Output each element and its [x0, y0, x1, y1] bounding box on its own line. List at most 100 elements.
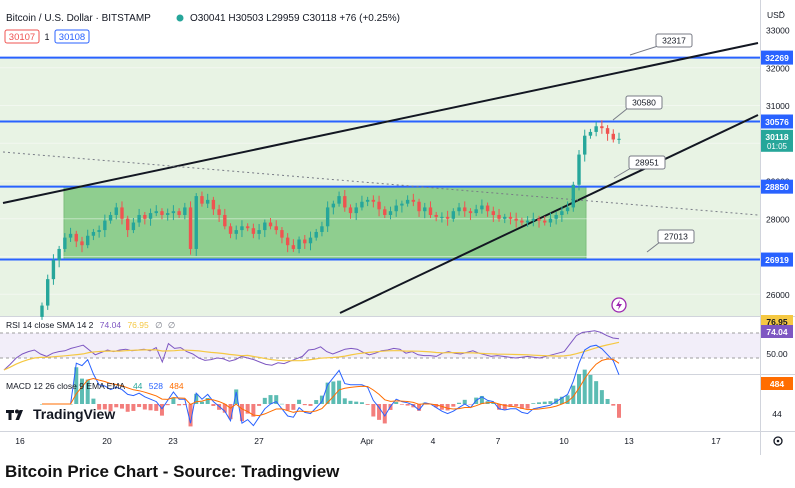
- macd-histogram-bar: [508, 404, 513, 407]
- candle-body: [611, 133, 615, 140]
- candle-body: [497, 214, 501, 219]
- macd-histogram-bar: [159, 404, 164, 416]
- time-tick-13: 13: [624, 436, 634, 446]
- callout-box-28951: [628, 155, 666, 170]
- candle-body: [114, 207, 118, 215]
- lower-trendline[interactable]: [339, 114, 759, 314]
- candle-body: [80, 241, 84, 246]
- level-tag-text-26919: 26919: [765, 255, 789, 265]
- lightning-icon[interactable]: [611, 297, 627, 313]
- candle-body: [217, 209, 221, 215]
- macd-histogram-bar: [342, 398, 347, 404]
- macd-histogram-bar: [588, 374, 593, 404]
- candle-body: [125, 218, 130, 231]
- macd-lines: [40, 344, 621, 427]
- macd-histogram-bar: [85, 379, 90, 404]
- candle-body: [68, 233, 73, 238]
- candle-body: [445, 216, 450, 219]
- candle-body: [588, 131, 593, 136]
- rsi-tag-text-76.95: 76.95: [766, 317, 788, 327]
- callout-text-28951: 28951: [635, 158, 659, 168]
- candle-body: [268, 222, 273, 227]
- callout-text-27013: 27013: [664, 232, 688, 242]
- ask-button[interactable]: 30108: [54, 29, 90, 44]
- candle-body: [57, 248, 61, 261]
- candle-body: [423, 207, 427, 212]
- rsi-empty-b: ∅: [168, 320, 176, 330]
- gear-icon[interactable]: [773, 436, 783, 446]
- candle-body: [154, 211, 158, 214]
- macd-histogram-bar: [211, 404, 216, 406]
- macd-histogram-bar: [314, 400, 319, 404]
- macd-histogram-bar: [525, 404, 530, 409]
- trendlines[interactable]: [2, 42, 759, 314]
- macd-histogram-bar: [405, 404, 410, 406]
- macd-histogram-bar: [234, 389, 239, 404]
- candle-body: [388, 211, 393, 215]
- upper-trendline[interactable]: [2, 42, 759, 204]
- macd-histogram-bar: [451, 404, 456, 407]
- macd-histogram-bar: [434, 404, 439, 408]
- candle-body: [503, 216, 507, 219]
- candle-body: [600, 126, 604, 129]
- candle-body: [320, 226, 324, 232]
- level-tag-26919: [761, 252, 793, 267]
- horizontal-levels[interactable]: [0, 56, 760, 261]
- level-tag-text-32269: 32269: [765, 53, 789, 63]
- macd-histogram-bar: [165, 404, 170, 406]
- callout-text-32317: 32317: [662, 36, 686, 46]
- candle-body: [577, 154, 581, 185]
- candle-body: [360, 201, 364, 208]
- symbol-title[interactable]: Bitcoin / U.S. Dollar · BITSTAMP: [6, 13, 151, 24]
- candle-body: [137, 214, 141, 223]
- time-tick-17: 17: [711, 436, 721, 446]
- candle-body: [394, 205, 398, 212]
- candle-body: [571, 184, 575, 208]
- candle-body: [560, 211, 564, 215]
- candle-body: [520, 220, 524, 223]
- macd-line: [42, 344, 620, 427]
- candle-body: [383, 209, 387, 215]
- candle-body: [565, 207, 570, 212]
- macd-histogram-bar: [565, 395, 570, 404]
- macd-histogram-bar: [337, 380, 342, 404]
- candle-body: [257, 230, 261, 234]
- rsi-sma-line: [3, 341, 620, 371]
- macd-histogram-bar: [119, 404, 124, 409]
- candle-body: [343, 196, 347, 208]
- macd-histogram-bar: [188, 404, 193, 427]
- candle-body: [303, 239, 307, 244]
- macd-histogram-bar: [559, 396, 564, 404]
- macd-histogram-bar: [257, 404, 262, 406]
- candle-body: [200, 196, 204, 204]
- candle-body: [120, 207, 124, 219]
- macd-histogram-bar: [394, 401, 399, 404]
- rsi-sma-value: 76.95: [127, 320, 149, 330]
- macd-histogram-bar: [222, 404, 227, 413]
- candle-body: [285, 237, 290, 246]
- price-axis-labels: 2600027000280002900030000310003200033000…: [761, 26, 793, 419]
- market-status-dot: [176, 14, 184, 22]
- candle-body: [228, 226, 233, 234]
- candle-body: [91, 231, 96, 236]
- currency-chevron-icon[interactable]: ⌄: [778, 6, 785, 15]
- candle-body: [280, 230, 284, 238]
- macd-histogram-bar: [199, 401, 204, 404]
- macd-histogram-bar: [79, 378, 84, 404]
- macd-signal-line: [42, 358, 620, 417]
- candle-body: [405, 199, 410, 204]
- dotted-trendline[interactable]: [2, 151, 759, 216]
- bid-button[interactable]: 30107: [4, 29, 40, 44]
- price-callouts[interactable]: 32317 30580 28951 27013: [612, 33, 695, 253]
- macd-histogram-bar: [297, 399, 302, 404]
- macd-histogram-bar: [462, 399, 467, 404]
- macd-hist-value: 44: [133, 381, 143, 391]
- rsi-band: [0, 333, 760, 358]
- tradingview-logo[interactable]: TradingView: [5, 406, 115, 422]
- macd-histogram-bar: [519, 404, 524, 409]
- currency-label[interactable]: USD: [767, 10, 785, 20]
- candle-body: [86, 235, 90, 246]
- macd-histogram-bar: [102, 404, 107, 410]
- macd-histogram-bar: [262, 397, 267, 404]
